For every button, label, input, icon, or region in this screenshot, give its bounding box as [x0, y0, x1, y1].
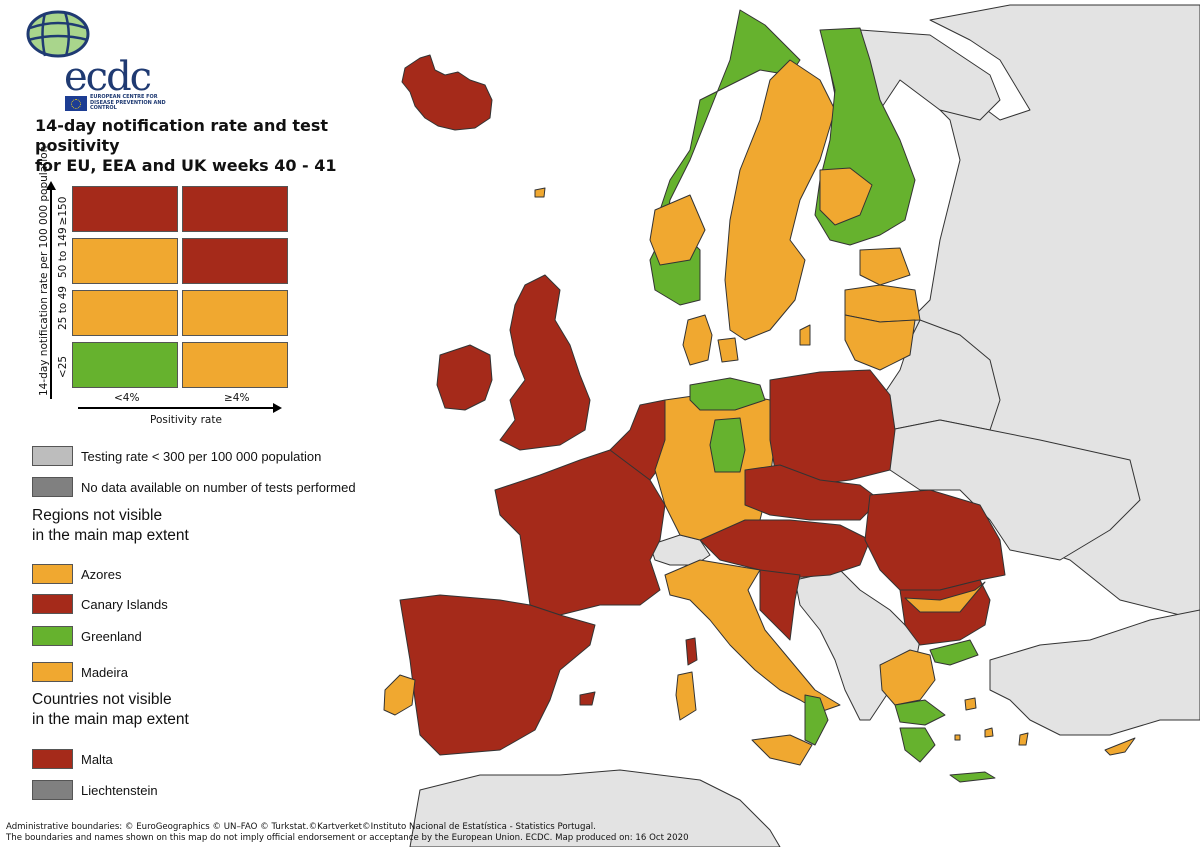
- region-norway-south: [649, 194, 706, 266]
- title-line-2: for EU, EEA and UK weeks 40 - 41: [35, 156, 337, 175]
- region-finland-west: [819, 167, 873, 226]
- x-axis-arrow: [78, 404, 282, 412]
- regions-heading-line-1: Regions not visible: [32, 507, 163, 524]
- region-greece-central: [894, 699, 946, 726]
- legend-label: Testing rate < 300 per 100 000 populatio…: [81, 448, 322, 464]
- logo-subtitle: EUROPEAN CENTRE FOR DISEASE PREVENTION A…: [90, 94, 166, 111]
- swatch-dark-grey: [32, 780, 73, 800]
- region-poland: [769, 369, 896, 486]
- map-title: 14-day notification rate and test positi…: [35, 116, 415, 176]
- swatch-dark-grey: [32, 477, 73, 497]
- legend-malta: Malta: [32, 749, 113, 769]
- region-north-africa: [409, 769, 781, 847]
- y-tick-150-plus: ≥150: [57, 196, 69, 226]
- globe-icon: [26, 10, 90, 58]
- legend-madeira: Madeira: [32, 662, 128, 682]
- region-baltic-islands: [534, 187, 811, 346]
- region-sweden: [724, 59, 836, 341]
- legend-greenland: Greenland: [32, 626, 142, 646]
- region-latvia: [844, 284, 921, 323]
- region-denmark: [682, 314, 713, 366]
- region-aegean-islands: [954, 697, 1029, 746]
- legend-label: Greenland: [81, 628, 142, 644]
- matrix-y-axis-label: 14-day notification rate per 100 000 pop…: [38, 145, 50, 396]
- ecdc-logo: ecdc EUROPEAN CENTRE FOR DISEASE PREVENT…: [20, 8, 166, 111]
- cell-25-49-high-positivity: [182, 290, 288, 336]
- countries-heading-line-2: in the main map extent: [32, 711, 189, 728]
- y-tick-under-25: <25: [57, 355, 69, 379]
- cell-50-149-low-positivity: [72, 238, 178, 284]
- legend-liechtenstein: Liechtenstein: [32, 780, 158, 800]
- legend-label: Canary Islands: [81, 596, 168, 612]
- region-portugal-alentejo: [383, 674, 416, 716]
- eu-flag-icon: [65, 96, 87, 111]
- countries-heading: Countries not visible in the main map ex…: [32, 690, 189, 730]
- region-france: [494, 449, 666, 616]
- region-peloponnese: [899, 727, 936, 763]
- region-denmark-islands: [717, 337, 739, 363]
- region-crete: [949, 771, 996, 783]
- region-sicily: [751, 734, 813, 766]
- y-tick-50-149: 50 to 149: [57, 227, 69, 278]
- cell-under25-high-positivity: [182, 342, 288, 388]
- swatch-light-grey: [32, 446, 73, 466]
- swatch-orange: [32, 564, 73, 584]
- legend-canary-islands: Canary Islands: [32, 594, 168, 614]
- region-sardinia: [675, 671, 697, 721]
- legend-testing-rate-low: Testing rate < 300 per 100 000 populatio…: [32, 446, 321, 466]
- region-corsica: [685, 637, 698, 666]
- swatch-orange: [32, 662, 73, 682]
- cell-50-149-high-positivity: [182, 238, 288, 284]
- x-tick-low: <4%: [114, 392, 140, 404]
- swatch-green: [32, 626, 73, 646]
- region-germany-north: [689, 377, 766, 411]
- region-spain: [399, 594, 596, 756]
- regions-heading: Regions not visible in the main map exte…: [32, 506, 189, 546]
- countries-heading-line-1: Countries not visible: [32, 691, 172, 708]
- regions-heading-line-2: in the main map extent: [32, 527, 189, 544]
- region-estonia: [859, 247, 911, 286]
- region-lithuania: [844, 314, 916, 371]
- region-cyprus: [1104, 737, 1136, 756]
- legend-label: Liechtenstein: [81, 782, 158, 798]
- region-calabria: [804, 694, 829, 746]
- footer-credits: Administrative boundaries: © EuroGeograp…: [6, 822, 689, 844]
- swatch-red: [32, 749, 73, 769]
- region-ireland: [436, 344, 493, 411]
- region-thrace: [929, 639, 979, 666]
- matrix-x-axis-label: Positivity rate: [150, 414, 222, 426]
- region-greece-north: [879, 649, 936, 706]
- region-croatia: [759, 569, 801, 641]
- cell-150plus-high-positivity: [182, 186, 288, 232]
- y-tick-25-49: 25 to 49: [57, 286, 69, 330]
- y-axis-arrow: [47, 181, 55, 399]
- footer-line-2: The boundaries and names shown on this m…: [6, 833, 689, 843]
- cell-150plus-low-positivity: [72, 186, 178, 232]
- legend-no-data: No data available on number of tests per…: [32, 477, 356, 497]
- title-line-1: 14-day notification rate and test positi…: [35, 116, 329, 155]
- logo-wordmark: ecdc: [64, 54, 152, 100]
- region-uk: [499, 274, 591, 451]
- region-iceland: [401, 54, 493, 131]
- footer-line-1: Administrative boundaries: © EuroGeograp…: [6, 822, 596, 832]
- legend-label: Madeira: [81, 664, 128, 680]
- x-tick-high: ≥4%: [224, 392, 250, 404]
- region-germany-saxony-anhalt: [709, 417, 746, 473]
- swatch-red: [32, 594, 73, 614]
- cell-under25-low-positivity: [72, 342, 178, 388]
- legend-label: Azores: [81, 566, 122, 582]
- legend-label: No data available on number of tests per…: [81, 479, 356, 495]
- legend-azores: Azores: [32, 564, 121, 584]
- region-bulgaria-central: [904, 581, 986, 613]
- cell-25-49-low-positivity: [72, 290, 178, 336]
- region-balearics: [579, 691, 596, 706]
- legend-label: Malta: [81, 751, 113, 767]
- region-turkey: [989, 609, 1200, 736]
- region-austria-hungary: [699, 519, 871, 579]
